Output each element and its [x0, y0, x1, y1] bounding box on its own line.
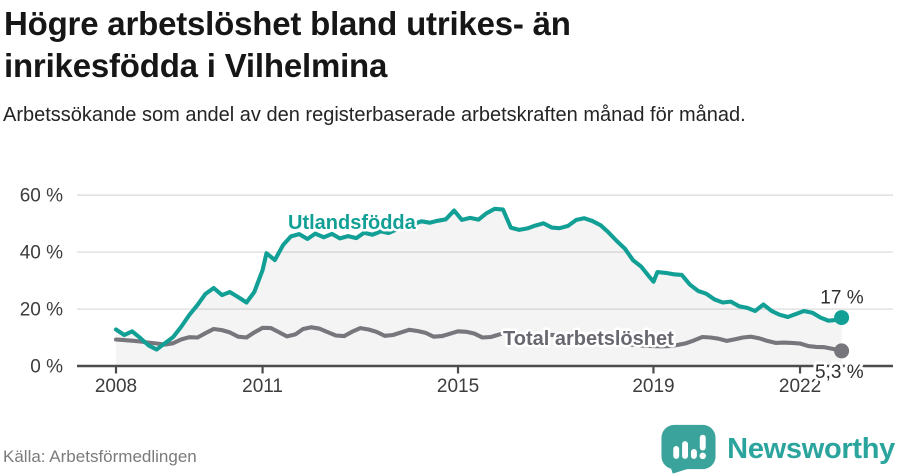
x-tick-label: 2008	[95, 376, 137, 397]
x-tick-label: 2022	[779, 376, 821, 397]
end-value-label-total-arbetsl-shet: 5,3 %	[815, 362, 864, 383]
source-note: Källa: Arbetsförmedlingen	[3, 447, 197, 466]
y-axis-label: 60 %	[20, 186, 63, 207]
x-tick-label: 2015	[437, 376, 479, 397]
brand-name: Newsworthy	[727, 432, 895, 465]
series-label-utlandsf-dda: Utlandsfödda	[288, 212, 417, 234]
chart-title: Högre arbetslöshet bland utrikes- än inr…	[4, 5, 571, 84]
x-tick-label: 2019	[632, 376, 674, 397]
area-fill	[116, 208, 842, 366]
series-end-dot-total-arbetsl-shet	[834, 343, 850, 359]
x-tick-label: 2011	[242, 376, 283, 397]
y-axis-label: 40 %	[20, 243, 63, 264]
series-end-dot-utlandsf-dda	[834, 310, 850, 326]
brand-logo: Newsworthy	[660, 424, 895, 474]
y-axis-label: 0 %	[30, 357, 63, 378]
newsworthy-icon	[661, 424, 716, 474]
bar-chart-exclamation-glyph	[673, 434, 707, 460]
y-axis-label: 20 %	[20, 300, 63, 321]
series-label-total-arbetsl-shet: Total arbetslöshet	[503, 328, 674, 350]
end-value-label-utlandsf-dda: 17 %	[820, 288, 863, 309]
chart-subtitle: Arbetssökande som andel av den registerb…	[3, 104, 746, 126]
series-line-total-arbetsl-shet	[113, 325, 844, 353]
speech-bubble-shape	[661, 424, 716, 474]
series-line-utlandsf-dda	[113, 206, 844, 352]
